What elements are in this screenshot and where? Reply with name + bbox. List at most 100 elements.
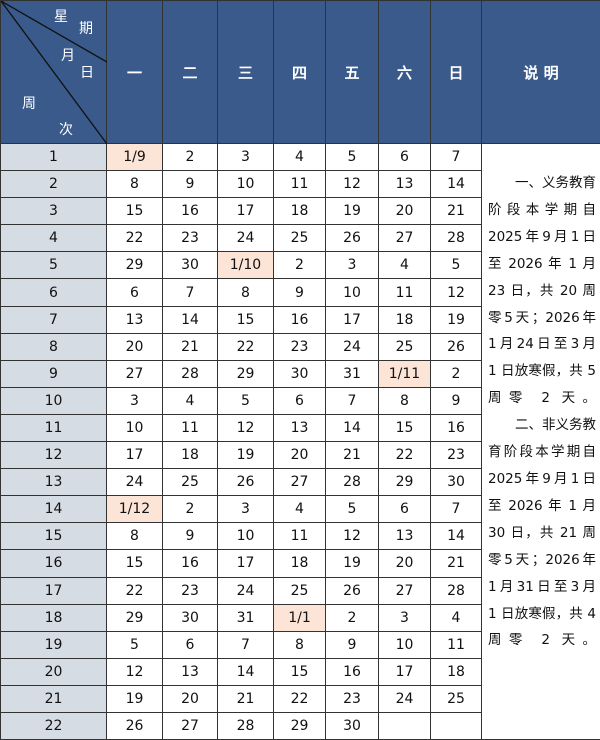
table-row: 20 12 13 14 15 16 17 18: [0, 657, 600, 686]
diagonal-lines: [1, 1, 107, 144]
table-row: 2 8 9 10 11 12 13 14: [0, 170, 600, 199]
date-cell: 23: [162, 224, 218, 253]
date-cell: 10: [217, 522, 274, 551]
table-row: 1 1/9 2 3 4 5 6 7 一、义务教育 阶段本学期自 2025年9月1日至 2026 年 …: [0, 142, 600, 740]
date-cell: 12: [325, 170, 379, 199]
date-cell: 14: [430, 522, 482, 551]
corner-header: 星 期 月 日 周 次: [0, 0, 107, 144]
date-cell: 19: [106, 684, 163, 713]
date-cell: 7: [325, 386, 379, 415]
date-cell: 17: [325, 305, 379, 334]
date-cell: 3: [106, 386, 163, 415]
date-cell: 27: [106, 359, 163, 388]
date-cell: 25: [273, 224, 326, 253]
date-cell: 24: [217, 576, 274, 605]
date-cell: 2: [162, 495, 218, 524]
week-number-cell: 14: [0, 495, 107, 524]
date-cell: 14: [217, 657, 274, 686]
notes-header: 说 明: [481, 0, 600, 144]
table-row: 11 10 11 12 13 14 15 16: [0, 413, 600, 443]
date-cell: [430, 711, 482, 740]
date-cell: [378, 711, 431, 740]
date-cell: 28: [430, 224, 482, 253]
corner-day: 日: [80, 65, 94, 81]
day-header-7: 日: [430, 0, 482, 144]
week-number-cell: 16: [0, 549, 107, 578]
date-cell: 15: [217, 305, 274, 334]
notes-line: 零5天；2026年: [488, 551, 596, 568]
table-row: 17 22 23 24 25 26 27 28: [0, 576, 600, 605]
date-cell: 9: [162, 522, 218, 551]
date-cell: 11: [273, 522, 326, 551]
date-cell: 29: [273, 711, 326, 740]
date-cell: 14: [162, 305, 218, 334]
date-cell: 4: [273, 142, 326, 172]
week-number-cell: 22: [0, 711, 107, 740]
corner-weekday-2: 期: [79, 21, 93, 37]
date-cell: 16: [273, 305, 326, 334]
date-cell: 13: [378, 170, 431, 199]
date-cell: 30: [273, 359, 326, 388]
week-number-cell: 11: [0, 413, 107, 443]
date-cell: 7: [217, 630, 274, 659]
date-cell: 17: [106, 441, 163, 470]
notes-cell: 一、义务教育 阶段本学期自 2025年9月1日至 2026 年 1 月 23 日，共 …: [481, 142, 600, 740]
date-cell: 23: [325, 684, 379, 713]
date-cell: 29: [378, 468, 431, 497]
week-number-cell: 15: [0, 522, 107, 551]
day-header-5: 五: [325, 0, 379, 144]
date-cell: 22: [378, 441, 431, 470]
date-cell: 14: [325, 413, 379, 443]
date-cell: 30: [325, 711, 379, 740]
week-number-cell: 9: [0, 359, 107, 388]
month-start-cell: 1/9: [106, 142, 163, 172]
date-cell: 2: [325, 603, 379, 632]
date-cell: 9: [162, 170, 218, 199]
date-cell: 31: [325, 359, 379, 388]
date-cell: 3: [217, 495, 274, 524]
notes-line: 周零 2 天。: [488, 390, 596, 407]
date-cell: 30: [162, 603, 218, 632]
month-start-cell: 1/1: [273, 603, 326, 632]
date-cell: 26: [325, 224, 379, 253]
date-cell: 18: [430, 657, 482, 686]
date-cell: 21: [430, 549, 482, 578]
date-cell: 28: [325, 468, 379, 497]
date-cell: 15: [106, 197, 163, 226]
day-header-3: 三: [217, 0, 274, 144]
table-row: 10 3 4 5 6 7 8 9: [0, 386, 600, 415]
date-cell: 31: [217, 603, 274, 632]
date-cell: 18: [273, 549, 326, 578]
date-cell: 10: [378, 630, 431, 659]
month-start-cell: 1/12: [106, 495, 163, 524]
table-row: 8 20 21 22 23 24 25 26: [0, 332, 600, 361]
table-row: 15 8 9 10 11 12 13 14: [0, 522, 600, 551]
date-cell: 29: [106, 251, 163, 280]
date-cell: 30: [430, 468, 482, 497]
week-number-cell: 10: [0, 386, 107, 415]
date-cell: 8: [106, 170, 163, 199]
notes-line: 周零 2 天。: [488, 632, 596, 649]
date-cell: 18: [378, 305, 431, 334]
date-cell: 19: [325, 549, 379, 578]
date-cell: 20: [273, 441, 326, 470]
date-cell: 26: [217, 468, 274, 497]
date-cell: 23: [273, 332, 326, 361]
date-cell: 5: [325, 142, 379, 172]
date-cell: 24: [325, 332, 379, 361]
date-cell: 12: [430, 278, 482, 307]
date-cell: 25: [162, 468, 218, 497]
date-cell: 27: [378, 576, 431, 605]
week-number-cell: 8: [0, 332, 107, 361]
date-cell: 13: [162, 657, 218, 686]
corner-week-2: 次: [59, 122, 73, 138]
week-number-cell: 7: [0, 305, 107, 334]
date-cell: 17: [217, 549, 274, 578]
notes-line: 2025年9月1日: [488, 228, 596, 245]
date-cell: 9: [273, 278, 326, 307]
date-cell: 27: [378, 224, 431, 253]
date-cell: 20: [378, 549, 431, 578]
date-cell: 21: [325, 441, 379, 470]
week-number-cell: 20: [0, 657, 107, 686]
